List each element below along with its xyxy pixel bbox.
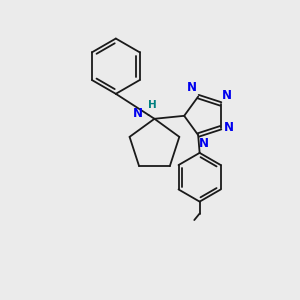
Text: N: N [224,121,234,134]
Text: H: H [148,100,157,110]
Text: N: N [222,88,232,102]
Text: N: N [199,136,209,149]
Text: N: N [133,107,143,120]
Text: N: N [187,81,197,94]
